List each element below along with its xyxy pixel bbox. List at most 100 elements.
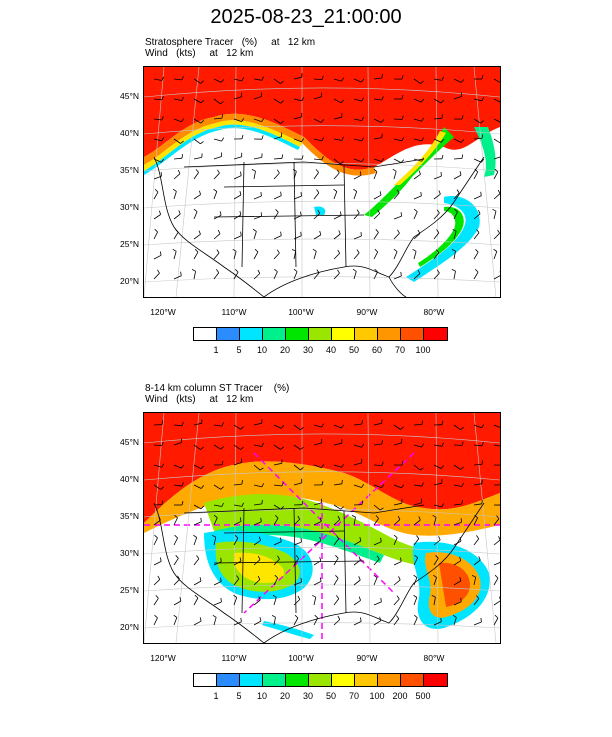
wind-barb-flag bbox=[421, 117, 425, 122]
wind-barb-flag bbox=[181, 154, 183, 159]
wind-barb-flag bbox=[241, 77, 245, 82]
wind-barb-flag bbox=[198, 230, 201, 235]
wind-barb bbox=[173, 231, 179, 240]
wind-barb bbox=[313, 78, 323, 80]
wind-barb bbox=[233, 597, 238, 606]
wind-barb bbox=[193, 157, 202, 160]
panel1-lat-25: 25°N bbox=[120, 239, 139, 249]
wind-barb bbox=[433, 98, 442, 104]
wind-barb bbox=[193, 444, 201, 450]
wind-barb-flag bbox=[172, 188, 177, 192]
wind-barb-flag bbox=[417, 269, 421, 274]
wind-barb-flag bbox=[441, 503, 445, 508]
wind-barb-flag bbox=[271, 615, 276, 618]
wind-barb bbox=[193, 504, 202, 510]
wind-barb bbox=[393, 618, 400, 626]
wind-barb-flag bbox=[381, 461, 384, 466]
wind-barb bbox=[293, 195, 302, 200]
wind-barb bbox=[213, 517, 218, 526]
wind-barb-flag bbox=[475, 535, 480, 539]
wind-barb bbox=[273, 517, 279, 526]
wind-barb-flag bbox=[375, 515, 379, 519]
wind-barb bbox=[333, 253, 340, 260]
wind-barb bbox=[353, 621, 362, 626]
wind-barb-flag bbox=[220, 101, 224, 105]
wind-barb bbox=[273, 617, 276, 626]
wind-barb bbox=[233, 251, 237, 260]
wind-barb-flag bbox=[361, 158, 365, 163]
wind-barb-flag bbox=[316, 269, 320, 274]
wind-barb-flag bbox=[333, 188, 338, 192]
wind-barb-flag bbox=[319, 556, 322, 561]
wind-barb bbox=[273, 212, 279, 220]
wind-barb-flag bbox=[400, 426, 404, 430]
wind-barb-flag bbox=[220, 79, 225, 83]
wind-barb bbox=[473, 503, 482, 506]
wind-barb-flag bbox=[441, 442, 444, 447]
wind-barb-flag bbox=[440, 138, 445, 143]
wind-barb bbox=[473, 598, 480, 606]
wind-barb-flag bbox=[435, 555, 439, 559]
wind-barb-flag bbox=[494, 574, 499, 579]
wind-barb-flag bbox=[258, 596, 261, 601]
wind-barb-flag bbox=[460, 597, 462, 602]
wind-barb-flag bbox=[478, 210, 481, 214]
wind-barb-flag bbox=[361, 116, 364, 121]
wind-barb-flag bbox=[481, 75, 484, 80]
wind-barb bbox=[173, 173, 181, 180]
wind-barb bbox=[353, 423, 362, 426]
wind-barb-flag bbox=[414, 554, 418, 559]
wind-barb bbox=[353, 212, 360, 220]
wind-barb bbox=[213, 537, 217, 546]
wind-barb bbox=[413, 617, 418, 626]
wind-barb bbox=[353, 559, 361, 566]
wind-barb bbox=[333, 116, 342, 120]
colorbar-label: 5 bbox=[236, 691, 242, 701]
wind-barb bbox=[173, 275, 182, 280]
wind-barb bbox=[473, 577, 477, 586]
panel2-lon-120: 120°W bbox=[150, 653, 176, 663]
colorbar-swatch bbox=[217, 328, 240, 340]
wind-barb bbox=[433, 597, 436, 606]
wind-barb-flag bbox=[361, 500, 364, 505]
wind-barb bbox=[333, 172, 340, 180]
wind-barb-flag bbox=[196, 555, 200, 559]
wind-barb-flag bbox=[397, 229, 400, 234]
wind-barb-flag bbox=[414, 614, 418, 619]
wind-barb-flag bbox=[261, 442, 264, 447]
wind-barb bbox=[153, 519, 161, 526]
wind-barb bbox=[213, 214, 222, 220]
wind-barb bbox=[193, 194, 201, 200]
wind-barb bbox=[393, 171, 397, 180]
wind-barb bbox=[313, 234, 322, 240]
wind-barb-flag bbox=[352, 268, 357, 272]
wind-barb bbox=[233, 96, 242, 100]
wind-barb-flag bbox=[398, 576, 401, 581]
colorbar-swatch bbox=[401, 674, 424, 686]
wind-barb bbox=[293, 251, 297, 260]
wind-barb bbox=[433, 212, 440, 220]
wind-barb bbox=[493, 98, 500, 103]
wind-barb-flag bbox=[257, 555, 261, 560]
wind-barb bbox=[373, 77, 382, 80]
wind-barb bbox=[313, 617, 319, 626]
wind-barb-flag bbox=[341, 77, 345, 82]
wind-barb bbox=[333, 233, 341, 240]
wind-barb bbox=[333, 504, 342, 510]
wind-barb-flag bbox=[252, 228, 257, 232]
wind-barb-flag bbox=[440, 617, 442, 622]
wind-barb-flag bbox=[181, 464, 185, 469]
wind-barb bbox=[473, 171, 479, 180]
wind-barb-flag bbox=[221, 502, 224, 507]
wind-barb-flag bbox=[321, 75, 324, 80]
panel1-lon-120: 120°W bbox=[150, 307, 176, 317]
wind-barb-flag bbox=[275, 515, 279, 519]
wind-barb-flag bbox=[337, 515, 341, 520]
main-title: 2025-08-23_21:00:00 bbox=[210, 6, 402, 28]
wind-barb bbox=[493, 233, 500, 240]
wind-barb-flag bbox=[436, 209, 440, 214]
panel1-tracer-yellow bbox=[144, 120, 302, 171]
panel1-lat-30: 30°N bbox=[120, 202, 139, 212]
wind-barb bbox=[473, 213, 481, 220]
wind-barb bbox=[373, 98, 382, 101]
